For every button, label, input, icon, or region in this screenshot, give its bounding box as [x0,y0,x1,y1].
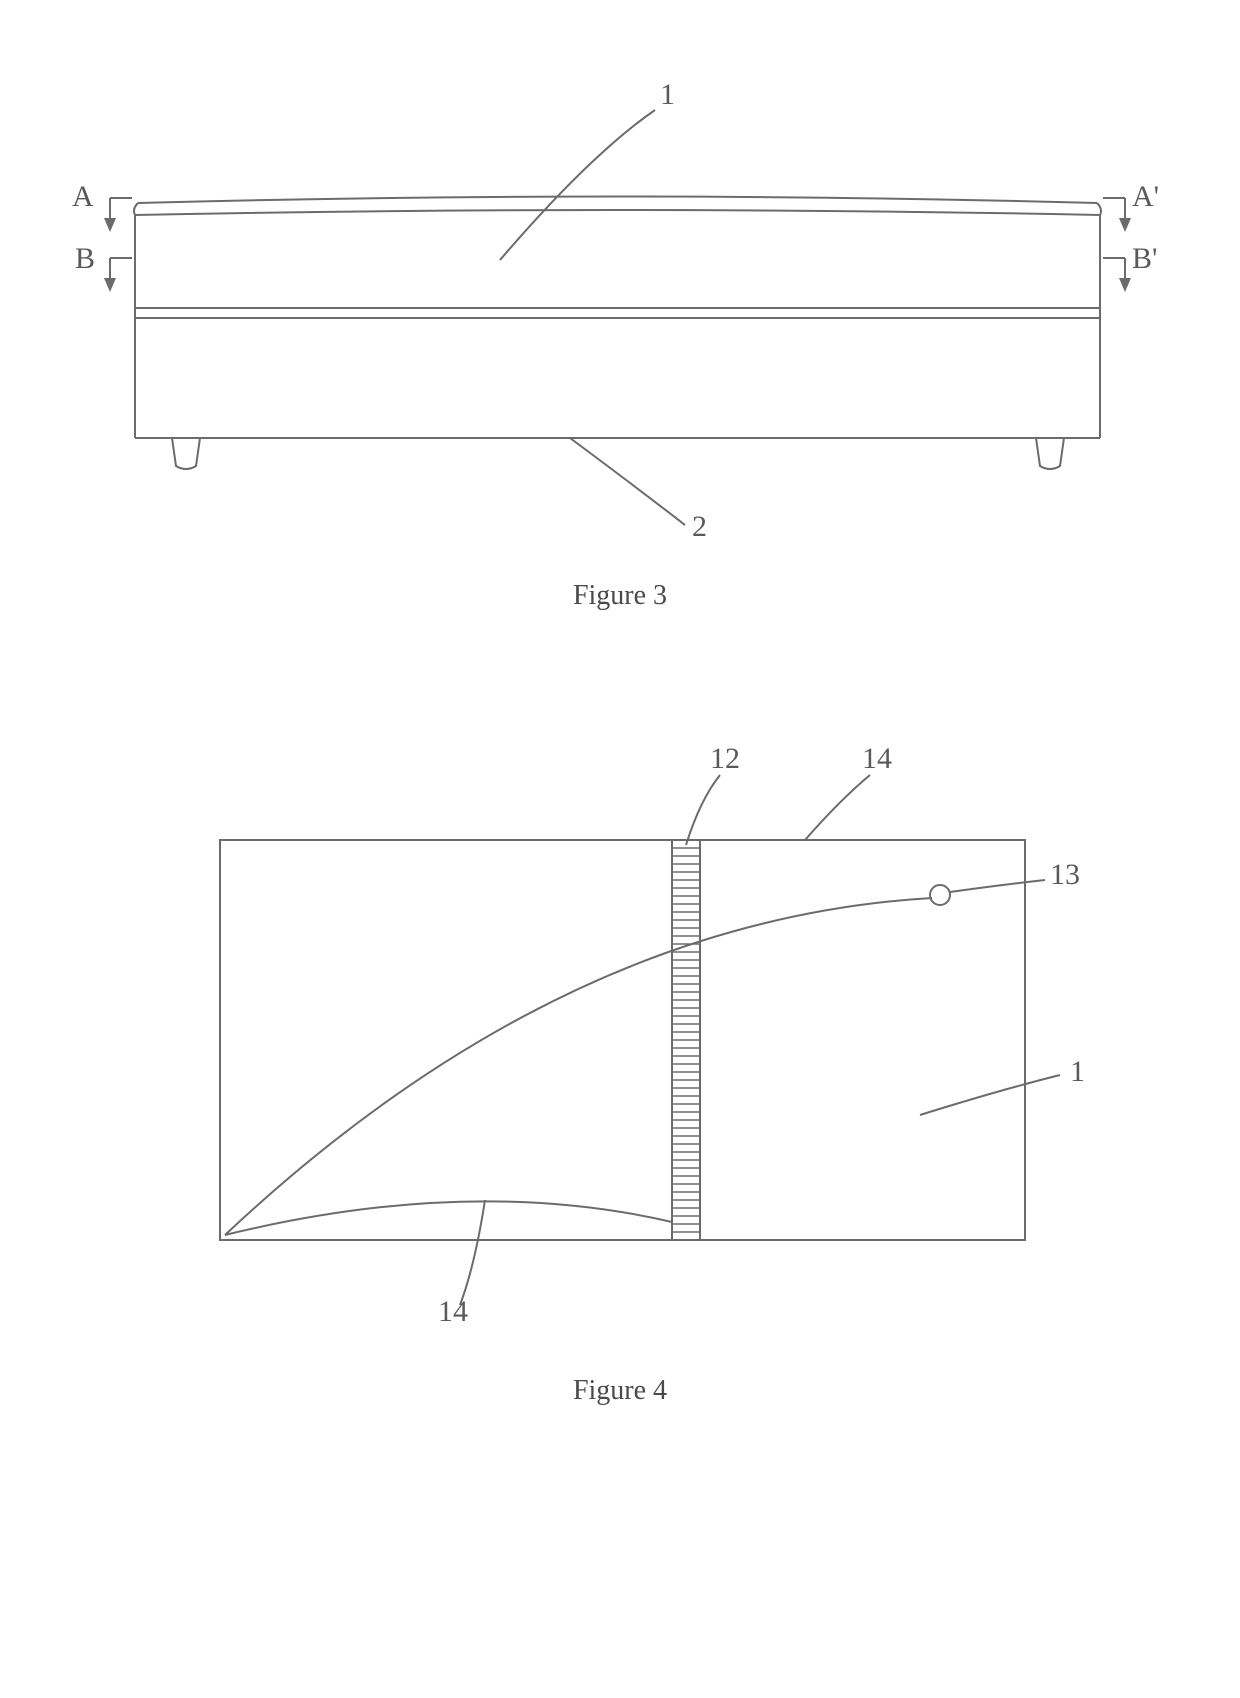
fig3-label-Aprime: A' [1132,180,1159,214]
fig4-label-ref14-bottom: 14 [438,1295,468,1329]
fig3-label-ref2: 2 [692,510,707,544]
fig3-label-ref1: 1 [660,78,675,112]
fig3-label-Bprime: B' [1132,242,1157,276]
fig4-label-ref14-top: 14 [862,742,892,776]
figure-4-container: 12 14 13 1 14 [0,740,1240,1340]
fig4-label-ref1: 1 [1070,1055,1085,1089]
fig3-label-A: A [72,180,94,214]
figure-3-container: A A' B B' 1 2 [0,50,1240,550]
figure-4-caption: Figure 4 [0,1375,1240,1407]
fig4-label-ref13: 13 [1050,858,1080,892]
figure-4-svg [0,740,1240,1340]
figure-3-caption: Figure 3 [0,580,1240,612]
figure-3-svg [0,50,1240,550]
fig4-label-ref12: 12 [710,742,740,776]
fig3-label-B: B [75,242,95,276]
